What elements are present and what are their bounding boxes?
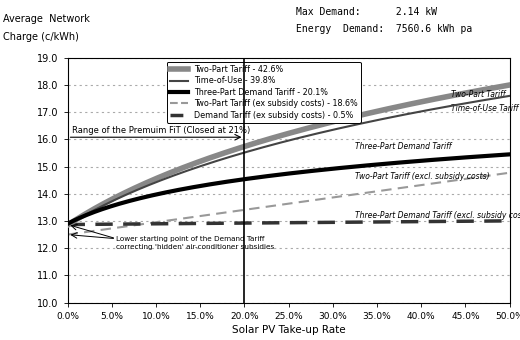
Text: Three-Part Demand Tariff: Three-Part Demand Tariff	[355, 142, 451, 151]
Text: Average  Network: Average Network	[3, 14, 89, 23]
Text: Two-Part Tariff: Two-Part Tariff	[451, 90, 505, 99]
Text: Lower starting point of the Demand Tariff: Lower starting point of the Demand Tarif…	[116, 236, 265, 242]
Text: Two-Part Tariff (excl. subsidy costs): Two-Part Tariff (excl. subsidy costs)	[355, 172, 489, 181]
Text: Range of the Premuim FiT (Closed at 21%): Range of the Premuim FiT (Closed at 21%)	[72, 126, 250, 135]
Text: Three-Part Demand Tariff (excl. subsidy costs): Three-Part Demand Tariff (excl. subsidy …	[355, 211, 520, 220]
Text: Energy  Demand:  7560.6 kWh pa: Energy Demand: 7560.6 kWh pa	[296, 24, 473, 34]
Text: correcting 'hidden' air-conditioner subsidies: correcting 'hidden' air-conditioner subs…	[116, 244, 275, 250]
Text: Max Demand:      2.14 kW: Max Demand: 2.14 kW	[296, 7, 437, 17]
X-axis label: Solar PV Take-up Rate: Solar PV Take-up Rate	[232, 325, 345, 335]
Legend: Two-Part Tariff - 42.6%, Time-of-Use - 39.8%, Three-Part Demand Tariff - 20.1%, : Two-Part Tariff - 42.6%, Time-of-Use - 3…	[166, 62, 361, 123]
Text: Time-of-Use Tariff: Time-of-Use Tariff	[451, 104, 518, 113]
Text: Charge (c/kWh): Charge (c/kWh)	[3, 32, 79, 42]
